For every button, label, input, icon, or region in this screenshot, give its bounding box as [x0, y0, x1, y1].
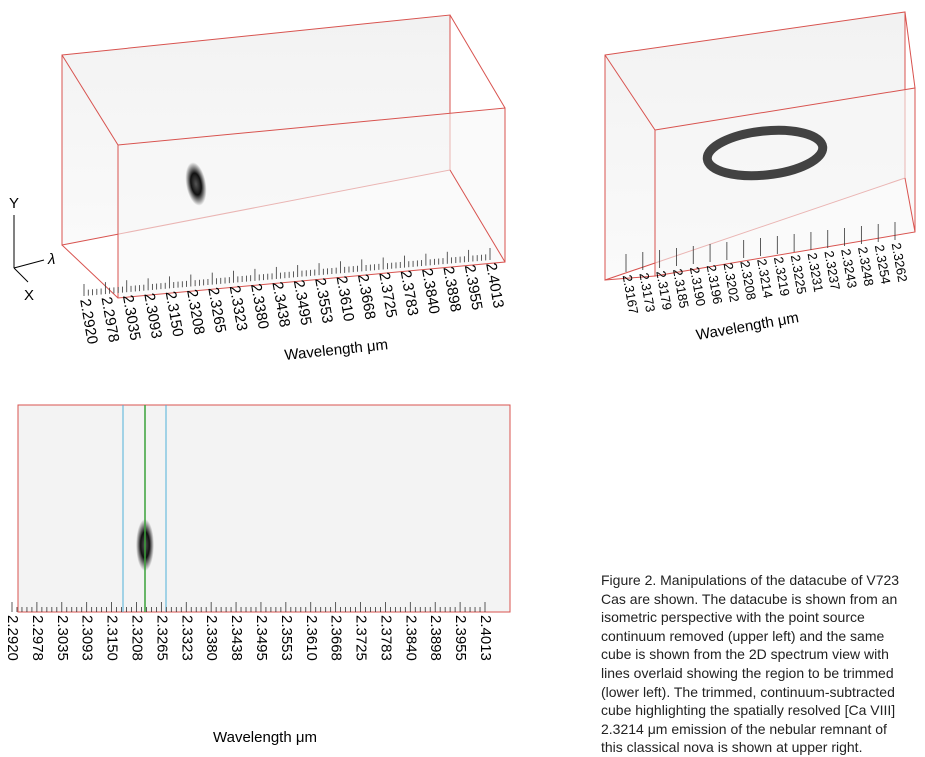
tick-label: 2.3438 [268, 280, 293, 328]
axis-y-label: Y [9, 195, 19, 212]
tick-label: 2.3495 [290, 278, 315, 326]
tick-label: 2.3237 [821, 250, 843, 292]
tick-label: 2.3725 [375, 271, 400, 319]
tick-label: 2.3179 [653, 270, 675, 312]
tick-label: 2.3167 [620, 274, 642, 316]
tick-label: 2.3610 [303, 615, 320, 661]
x-axis-title: Wavelength μm [695, 309, 800, 344]
tick-label: 2.3668 [328, 615, 345, 661]
tick-label: 2.2920 [4, 615, 21, 661]
tick-label: 2.3380 [203, 615, 220, 661]
tick-label: 2.3783 [397, 269, 422, 317]
axes-indicator [13, 215, 45, 283]
emission-ring [702, 125, 828, 181]
tick-label: 2.3208 [737, 260, 759, 302]
tick-label: 2.3955 [461, 263, 486, 311]
tick-label: 2.4013 [482, 261, 507, 309]
tick-label: 2.3553 [278, 615, 295, 661]
tick-label: 2.3093 [140, 292, 165, 340]
tick-label: 2.2978 [29, 615, 46, 661]
emission-blob [185, 162, 207, 206]
tick-label: 2.3898 [439, 265, 464, 313]
tick-label: 2.3380 [247, 282, 272, 330]
tick-label: 2.3231 [805, 252, 827, 294]
tick-label: 2.3150 [104, 615, 121, 661]
tick-label: 2.3265 [204, 286, 229, 334]
tick-label: 2.3254 [872, 244, 894, 286]
tick-label: 2.3173 [636, 272, 658, 314]
tick-label: 2.3840 [418, 267, 443, 315]
tick-label: 2.3898 [427, 615, 444, 661]
tick-label: 2.3214 [754, 258, 776, 300]
figure-caption: Figure 2. Manipulations of the datacube … [601, 572, 900, 756]
axis-lambda-label: λ [47, 251, 55, 268]
tick-label: 2.3262 [889, 242, 911, 284]
tick-label: 2.3783 [377, 615, 394, 661]
tick-label: 2.3196 [704, 264, 726, 306]
tick-label: 2.3208 [183, 288, 208, 336]
tick-label: 2.3190 [687, 266, 709, 308]
tick-label: 2.3840 [402, 615, 419, 661]
x-axis-title: Wavelength μm [213, 729, 317, 746]
tick-label: 2.3035 [119, 294, 144, 342]
tick-label: 2.3248 [855, 246, 877, 288]
tick-label: 2.3208 [129, 615, 146, 661]
tick-label: 2.3323 [226, 284, 251, 332]
tick-label: 2.3725 [353, 615, 370, 661]
tick-label: 2.3955 [452, 615, 469, 661]
tick-label: 2.2978 [98, 296, 123, 344]
tick-label: 2.3553 [311, 277, 336, 325]
cube-upper-left [61, 14, 506, 299]
tick-label: 2.3323 [178, 615, 195, 661]
tick-label: 2.3093 [79, 615, 96, 661]
tick-label: 2.2920 [76, 297, 101, 345]
tick-label: 2.3243 [838, 248, 860, 290]
tick-label: 2.3610 [333, 275, 358, 323]
spectrum-2d [17, 404, 511, 613]
tick-label: 2.3225 [788, 254, 810, 296]
tick-label: 2.3185 [670, 268, 692, 310]
tick-label: 2.3668 [354, 273, 379, 321]
tick-label: 2.3035 [54, 615, 71, 661]
tick-label: 2.3219 [771, 256, 793, 298]
tick-label: 2.4013 [477, 615, 494, 661]
axis-x-label: X [24, 287, 34, 304]
tick-label: 2.3438 [228, 615, 245, 661]
tick-label: 2.3495 [253, 615, 270, 661]
tick-label: 2.3150 [162, 290, 187, 338]
x-axis-title: Wavelength μm [284, 336, 389, 364]
tick-label: 2.3202 [721, 262, 743, 304]
cube-upper-right [604, 11, 916, 281]
tick-label: 2.3265 [153, 615, 170, 661]
